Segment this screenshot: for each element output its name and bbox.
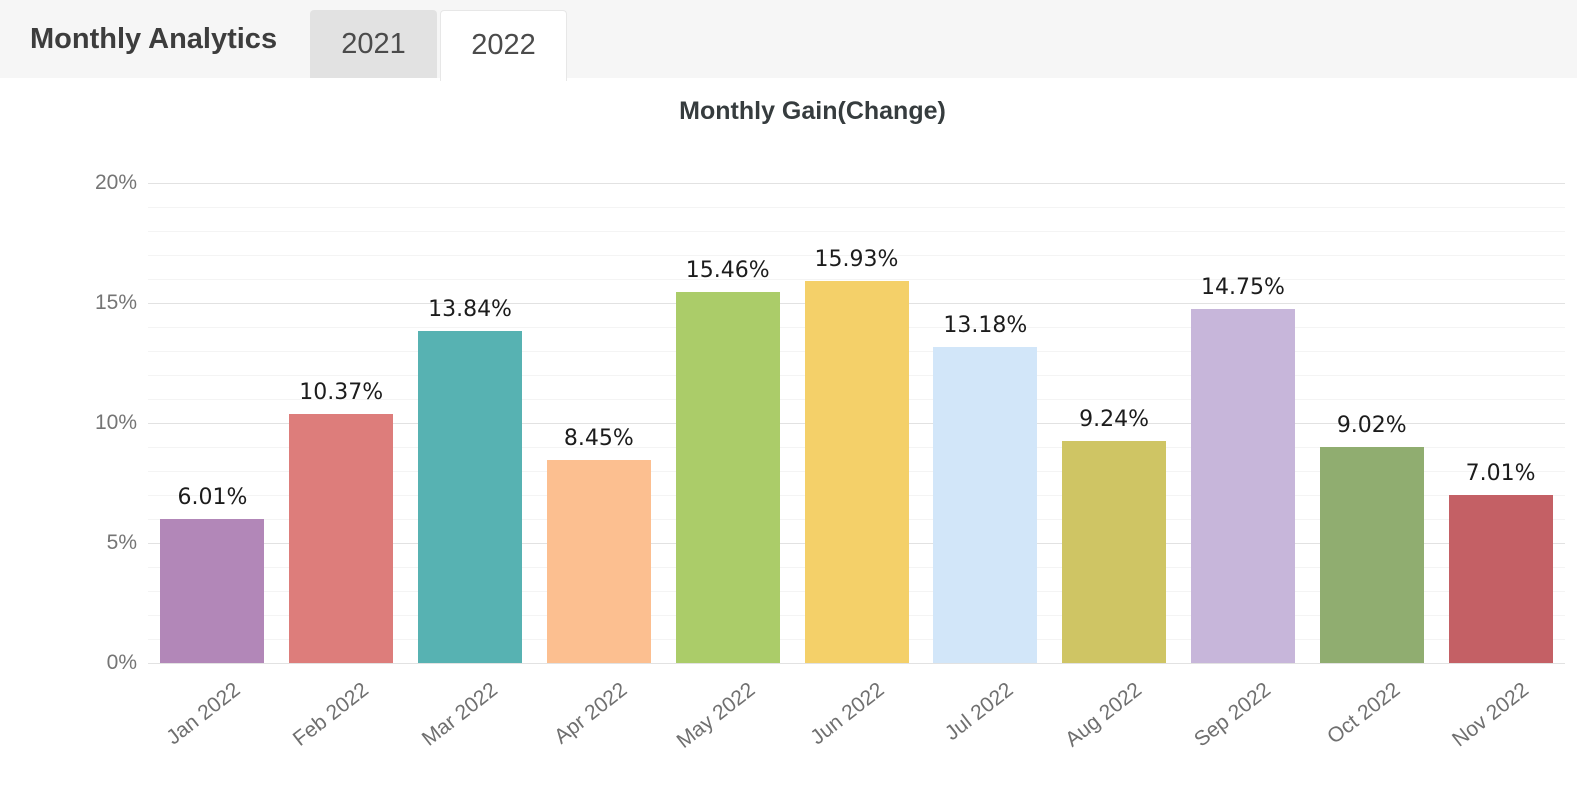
bar-jan-2022[interactable]	[160, 518, 265, 663]
gridline-minor	[148, 279, 1565, 280]
bar-value-label: 8.45%	[563, 426, 634, 452]
y-axis-label: 0%	[106, 651, 137, 674]
y-axis-label: 15%	[94, 291, 137, 314]
gridline-minor	[148, 207, 1565, 208]
bar-value-label: 13.18%	[943, 312, 1028, 338]
y-axis-label: 10%	[94, 411, 137, 434]
x-axis-label: Nov 2022	[1447, 678, 1533, 752]
x-axis-label: Aug 2022	[1061, 678, 1147, 752]
bar-value-label: 9.24%	[1079, 407, 1150, 433]
bar-feb-2022[interactable]	[289, 414, 394, 663]
tab-2022[interactable]: 2022	[440, 10, 567, 81]
bar-mar-2022[interactable]	[418, 330, 523, 663]
bar-value-label: 15.46%	[685, 257, 770, 283]
bar-value-label: 15.93%	[814, 246, 899, 272]
bar-chart-plot: 6.01% Jan 2022 10.37% Feb 2022 13.84% Mar 202…	[148, 183, 1565, 753]
x-axis-label: Apr 2022	[549, 678, 632, 749]
x-axis-label: Jul 2022	[940, 678, 1018, 746]
chart-title: Monthly Gain(Change)	[679, 97, 946, 125]
x-axis-label: Jun 2022	[806, 678, 889, 750]
x-axis-label: Jan 2022	[162, 678, 245, 750]
gridline-minor	[148, 231, 1565, 232]
y-axis-label: 5%	[106, 531, 137, 554]
bar-sep-2022[interactable]	[1190, 309, 1295, 663]
gridline-major	[148, 183, 1565, 184]
y-axis-label: 20%	[94, 171, 137, 194]
x-axis-label: Feb 2022	[289, 678, 374, 751]
bar-value-label: 10.37%	[299, 380, 384, 406]
gridline-major	[148, 663, 1565, 664]
bar-value-label: 7.01%	[1465, 460, 1536, 486]
bar-aug-2022[interactable]	[1062, 441, 1167, 663]
bar-nov-2022[interactable]	[1448, 494, 1553, 663]
bar-value-label: 6.01%	[177, 484, 248, 510]
bar-jul-2022[interactable]	[933, 346, 1038, 663]
gridline-minor	[148, 255, 1565, 256]
bar-value-label: 13.84%	[428, 296, 512, 322]
bar-oct-2022[interactable]	[1319, 446, 1424, 663]
x-axis-label: May 2022	[672, 678, 760, 753]
x-axis-label: Mar 2022	[418, 678, 503, 751]
tab-2021[interactable]: 2021	[310, 10, 437, 78]
bar-jun-2022[interactable]	[804, 280, 909, 663]
header: Monthly Analytics 2021 2022	[0, 0, 1577, 81]
bar-apr-2022[interactable]	[546, 460, 651, 663]
page-title: Monthly Analytics	[30, 23, 278, 55]
x-axis-label: Oct 2022	[1322, 678, 1404, 749]
x-axis-label: Sep 2022	[1190, 678, 1276, 752]
bar-value-label: 14.75%	[1200, 275, 1285, 300]
bar-may-2022[interactable]	[675, 291, 780, 663]
bar-value-label: 9.02%	[1336, 412, 1407, 438]
